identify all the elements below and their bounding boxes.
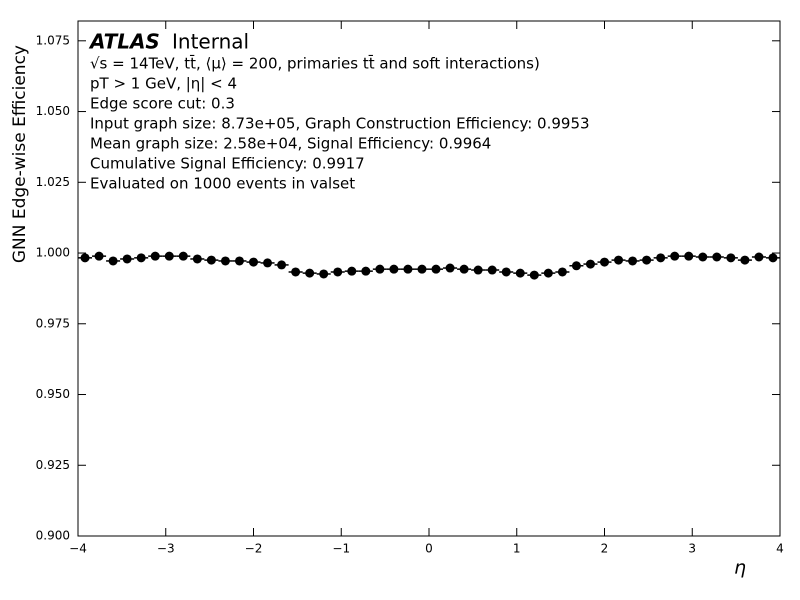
- data-point: [515, 268, 525, 278]
- data-point: [220, 256, 230, 266]
- x-tick-label: −3: [157, 542, 175, 556]
- y-tick-label: 1.050: [36, 104, 70, 118]
- x-tick-label: 4: [776, 542, 784, 556]
- y-tick-label: 1.000: [36, 246, 70, 260]
- data-point: [277, 260, 287, 270]
- data-point: [684, 251, 694, 261]
- data-point: [192, 254, 202, 264]
- data-point: [768, 253, 778, 263]
- data-point: [80, 253, 90, 263]
- x-tick-label: 2: [601, 542, 609, 556]
- data-point: [543, 268, 553, 278]
- y-tick-label: 1.075: [36, 33, 70, 47]
- x-tick-label: −2: [245, 542, 263, 556]
- data-point: [614, 255, 624, 265]
- data-point: [347, 266, 357, 276]
- data-point: [150, 251, 160, 261]
- data-point: [600, 257, 609, 267]
- data-point: [431, 264, 441, 274]
- x-tick-label: −1: [332, 542, 350, 556]
- data-point: [333, 267, 343, 277]
- annotation: Mean graph size: 2.58e+04, Signal Effici…: [90, 135, 491, 153]
- data-point: [178, 251, 188, 261]
- data-point: [108, 256, 118, 266]
- annotation: √s = 14TeV, tt̄, ⟨μ⟩ = 200, primaries tt…: [90, 54, 540, 73]
- x-tick-label: −4: [69, 542, 87, 556]
- data-point: [206, 255, 216, 265]
- annotation: Evaluated on 1000 events in valset: [90, 175, 355, 193]
- data-point: [698, 252, 708, 262]
- atlas-label: ATLAS: [88, 30, 160, 54]
- data-point: [656, 253, 666, 263]
- data-point: [305, 268, 315, 278]
- data-point: [670, 251, 680, 261]
- y-tick-label: 0.950: [36, 387, 70, 401]
- status-label: Internal: [172, 30, 249, 54]
- data-point: [389, 264, 399, 274]
- data-point: [740, 255, 750, 265]
- data-point: [164, 251, 174, 261]
- y-tick-label: 1.025: [36, 175, 70, 189]
- data-point: [726, 253, 736, 263]
- x-axis-label: η: [734, 557, 746, 579]
- data-point: [501, 267, 511, 277]
- data-point: [361, 266, 371, 276]
- y-tick-label: 0.925: [36, 458, 70, 472]
- data-point: [712, 252, 722, 262]
- y-tick-label: 0.900: [36, 529, 70, 543]
- data-point: [122, 254, 132, 264]
- data-point: [319, 269, 329, 279]
- y-tick-label: 0.975: [36, 316, 70, 330]
- data-point: [234, 256, 244, 266]
- data-point: [459, 264, 469, 274]
- annotation: pT > 1 GeV, |η| < 4: [90, 75, 237, 93]
- data-point: [94, 251, 104, 261]
- annotation: Cumulative Signal Efficiency: 0.9917: [90, 155, 365, 173]
- data-point: [417, 264, 427, 274]
- data-point: [473, 265, 483, 275]
- data-point: [403, 264, 413, 274]
- data-point: [249, 257, 258, 267]
- data-point: [585, 259, 595, 269]
- data-point: [291, 267, 301, 277]
- data-point: [529, 270, 539, 280]
- data-point: [642, 255, 652, 265]
- data-point: [136, 253, 146, 263]
- data-point: [487, 265, 497, 275]
- x-tick-label: 1: [513, 542, 521, 556]
- data-point: [557, 267, 567, 277]
- data-point: [754, 252, 764, 262]
- data-point: [628, 256, 638, 266]
- data-point: [571, 261, 581, 271]
- data-point: [375, 264, 385, 274]
- annotation: Input graph size: 8.73e+05, Graph Constr…: [90, 115, 590, 133]
- data-point: [263, 258, 273, 268]
- annotation: Edge score cut: 0.3: [90, 95, 235, 113]
- x-tick-label: 3: [688, 542, 696, 556]
- y-axis-label: GNN Edge-wise Efficiency: [10, 45, 30, 263]
- data-point: [445, 263, 455, 273]
- x-tick-label: 0: [425, 542, 433, 556]
